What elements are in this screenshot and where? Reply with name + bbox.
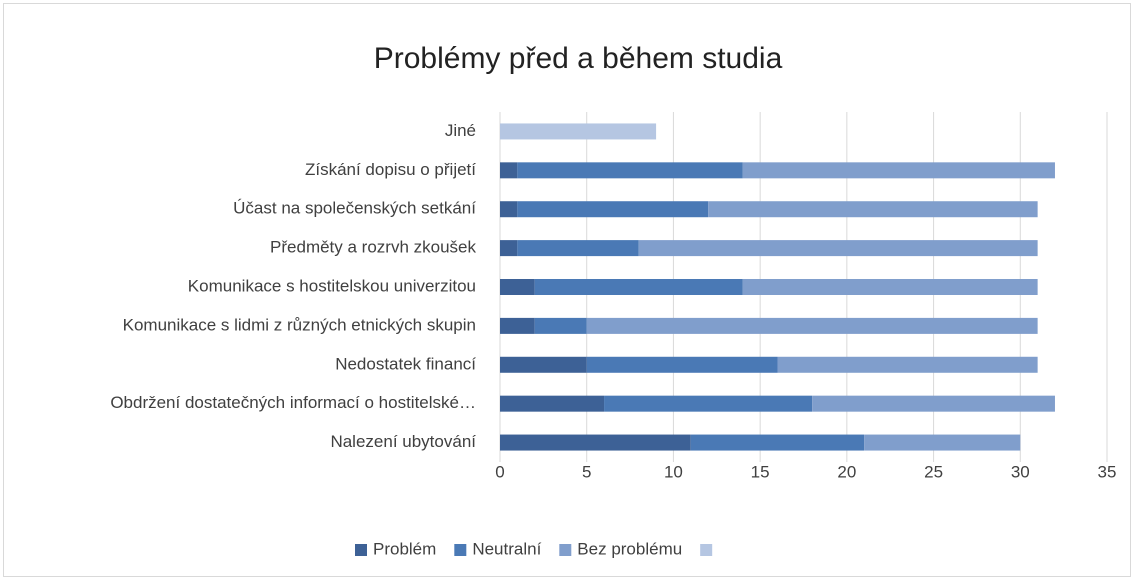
bar-segment	[500, 240, 518, 257]
bar-segment	[708, 201, 1038, 218]
bar-segment	[500, 317, 535, 334]
y-tick-label: Účast na společenských setkání	[233, 199, 476, 218]
bar-segment	[604, 395, 813, 412]
x-tick-label: 0	[495, 462, 504, 481]
x-tick-label: 25	[924, 462, 943, 481]
bar-segment	[517, 162, 743, 179]
bar-segment	[500, 395, 605, 412]
x-tick-label: 30	[1011, 462, 1030, 481]
bar-segment	[638, 240, 1038, 257]
bar-segment	[500, 123, 657, 140]
legend-label: Problém	[373, 539, 436, 558]
bar-segment	[534, 317, 587, 334]
bar-segment	[742, 162, 1055, 179]
legend-swatch	[355, 544, 367, 556]
bar-segment	[812, 395, 1055, 412]
bar-segment	[690, 434, 865, 451]
bar-segment	[517, 240, 639, 257]
bar-segment	[500, 356, 587, 373]
legend-label: Neutralní	[472, 539, 541, 558]
x-tick-label: 15	[751, 462, 770, 481]
legend-swatch	[700, 544, 713, 556]
bar-segment	[500, 201, 518, 218]
legend-swatch	[454, 544, 467, 556]
legend-label: Bez problému	[577, 539, 682, 558]
y-tick-label: Komunikace s lidmi z různých etnických s…	[123, 315, 476, 334]
x-tick-label: 35	[1098, 462, 1117, 481]
bar-segment	[517, 201, 709, 218]
bar-segment	[777, 356, 1038, 373]
bar-segment	[500, 279, 535, 295]
y-tick-label: Komunikace s hostitelskou univerzitou	[188, 276, 476, 295]
y-tick-label: Získání dopisu o přijetí	[305, 160, 476, 179]
y-tick-label: Nalezení ubytování	[330, 432, 476, 451]
bar-segment	[864, 434, 1021, 451]
chart-title: Problémy před a během studia	[374, 42, 783, 75]
x-tick-label: 5	[582, 462, 591, 481]
legend-swatch	[559, 544, 572, 556]
bar-segment	[534, 279, 743, 295]
y-tick-label: Nedostatek financí	[335, 354, 476, 373]
y-tick-label: Jiné	[445, 121, 476, 140]
bar-segment	[586, 356, 778, 373]
bar-segment	[742, 279, 1038, 295]
y-tick-label: Obdržení dostatečných informací o hostit…	[110, 393, 476, 412]
bar-segment	[500, 162, 518, 179]
x-tick-label: 10	[664, 462, 683, 481]
y-tick-label: Předměty a rozrvh zkoušek	[270, 238, 476, 257]
bar-segment	[586, 317, 1038, 334]
x-tick-label: 20	[837, 462, 856, 481]
bar-segment	[500, 434, 691, 451]
